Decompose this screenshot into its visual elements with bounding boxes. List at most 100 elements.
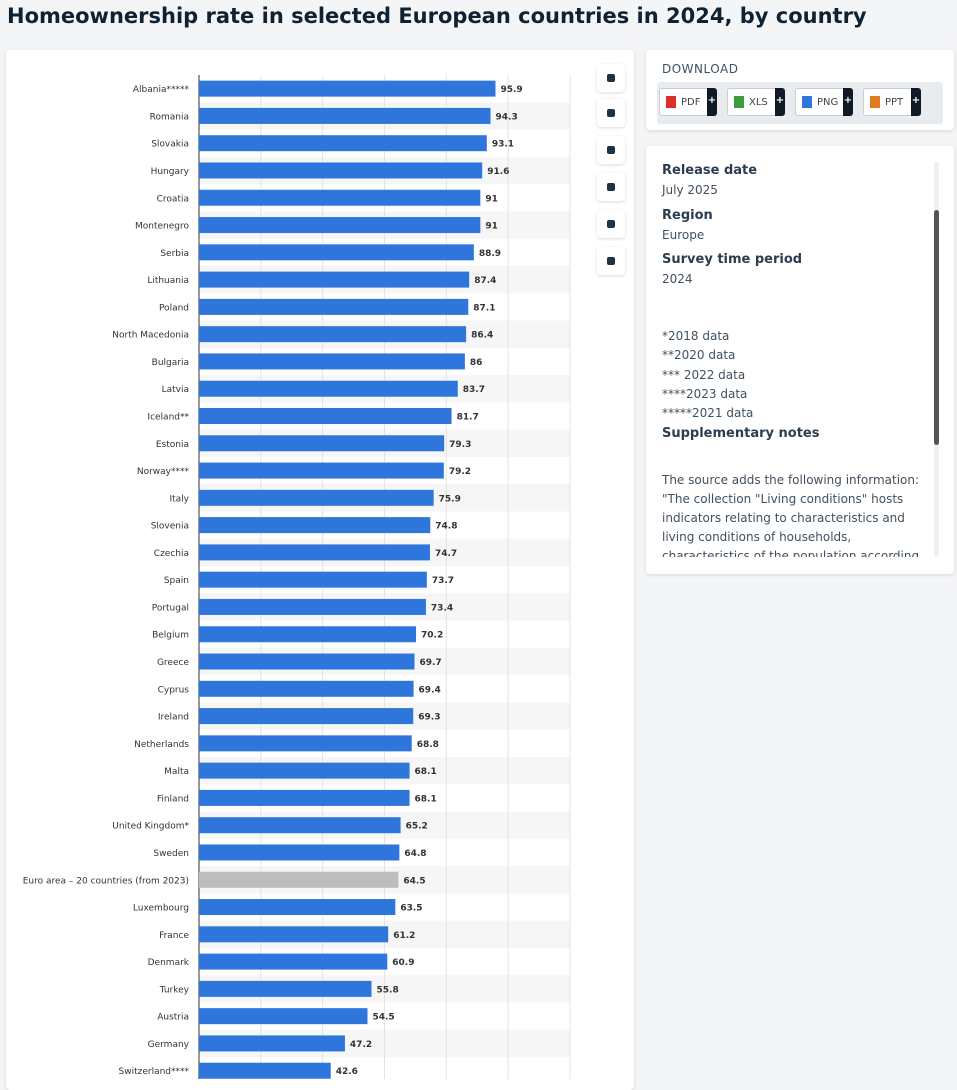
- category-label: France: [159, 931, 189, 941]
- icon: [607, 220, 615, 228]
- category-label: Slovakia: [151, 140, 189, 150]
- value-label: 91.6: [487, 167, 509, 177]
- bar: [199, 517, 431, 534]
- category-label: Spain: [164, 576, 189, 586]
- icon: [607, 146, 615, 154]
- category-label: Lithuania: [147, 276, 189, 286]
- value-label: 87.1: [473, 303, 495, 313]
- plus-icon: +: [843, 88, 853, 116]
- category-label: Euro area – 20 countries (from 2023): [23, 876, 189, 886]
- download-button[interactable]: PDF +: [659, 88, 717, 116]
- value-label: 73.7: [432, 576, 454, 586]
- bar: [199, 708, 414, 725]
- button-label: PDF: [681, 97, 701, 108]
- category-label: Slovenia: [151, 522, 189, 532]
- download-button[interactable]: XLS +: [727, 88, 785, 116]
- bar: [199, 298, 469, 315]
- value-label: 61.2: [393, 931, 415, 941]
- bar: [199, 544, 430, 561]
- category-label: Ireland: [158, 713, 189, 723]
- category-label: Albania*****: [133, 85, 190, 95]
- icon: [607, 183, 615, 191]
- bar: [199, 162, 483, 179]
- scrollbar: [934, 162, 939, 557]
- note: ****2023 data: [662, 386, 748, 401]
- category-label: United Kingdom*: [112, 822, 189, 832]
- category-label: Iceland**: [147, 413, 189, 423]
- bar: [199, 980, 372, 997]
- category-label: Czechia: [154, 549, 189, 559]
- value-label: 70.2: [421, 631, 443, 641]
- bar: [199, 462, 444, 479]
- bar: [199, 789, 410, 806]
- file-icon: [802, 96, 812, 108]
- value-label: 75.9: [439, 494, 461, 504]
- category-label: Finland: [157, 794, 189, 804]
- button-label: PNG: [817, 97, 839, 108]
- category-label: Norway****: [137, 467, 190, 477]
- scroll-thumb: [934, 210, 939, 445]
- bar: [199, 326, 467, 343]
- settings-button[interactable]: [597, 136, 625, 164]
- category-label: Hungary: [151, 167, 190, 177]
- detail-label: Release date: [662, 163, 758, 178]
- value-label: 68.8: [417, 740, 439, 750]
- value-label: 69.3: [418, 713, 440, 723]
- bar: [199, 244, 474, 261]
- category-label: Germany: [148, 1040, 190, 1050]
- button-label: PPT: [885, 97, 904, 108]
- icon: [607, 257, 615, 265]
- favorite-button[interactable]: [597, 64, 625, 92]
- bar: [199, 217, 481, 234]
- value-label: 55.8: [377, 985, 399, 995]
- value-label: 65.2: [406, 822, 428, 832]
- value-label: 95.9: [500, 85, 522, 95]
- value-label: 64.8: [404, 849, 426, 859]
- category-label: Turkey: [159, 985, 190, 995]
- plus-icon: +: [775, 88, 785, 116]
- value-label: 60.9: [392, 958, 414, 968]
- note: *** 2022 data: [662, 367, 746, 382]
- bar: [199, 1062, 331, 1079]
- share-button[interactable]: [597, 173, 625, 201]
- category-label: Latvia: [162, 385, 189, 395]
- value-label: 64.5: [403, 876, 425, 886]
- download-title: DOWNLOAD: [662, 62, 739, 76]
- category-label: Estonia: [156, 440, 189, 450]
- file-icon: [666, 96, 676, 108]
- bar: [199, 135, 487, 152]
- download-button[interactable]: PPT +: [863, 88, 921, 116]
- category-label: Italy: [169, 494, 189, 504]
- icon: [607, 74, 615, 82]
- value-label: 47.2: [350, 1040, 372, 1050]
- value-label: 68.1: [415, 767, 437, 777]
- category-label: Netherlands: [134, 740, 189, 750]
- print-button[interactable]: [597, 247, 625, 275]
- bar: [199, 762, 410, 779]
- category-label: Luxembourg: [133, 904, 189, 914]
- category-label: Portugal: [152, 603, 189, 613]
- details-card: Supplementary notes The source adds the …: [646, 146, 954, 574]
- category-label: Serbia: [160, 249, 189, 259]
- value-label: 94.3: [496, 112, 518, 122]
- bar: [199, 899, 396, 916]
- alert-button[interactable]: [597, 99, 625, 127]
- bar: [199, 680, 414, 697]
- value-label: 79.2: [449, 467, 471, 477]
- detail-value: July 2025: [662, 183, 718, 197]
- bar: [199, 1035, 345, 1052]
- download-button[interactable]: PNG +: [795, 88, 853, 116]
- category-label: Sweden: [153, 849, 189, 859]
- value-label: 42.6: [336, 1067, 358, 1077]
- category-label: Belgium: [152, 631, 189, 641]
- bar: [199, 953, 388, 970]
- chart: Albania***** 95.9 Romania 94.3 Slovakia 93.1 H…: [23, 75, 571, 1085]
- bar: [199, 380, 458, 397]
- bar: [199, 408, 452, 424]
- category-label: North Macedonia: [112, 331, 189, 341]
- cite-button[interactable]: [597, 210, 625, 238]
- category-label: Montenegro: [135, 222, 189, 232]
- file-icon: [870, 96, 880, 108]
- category-label: Malta: [164, 767, 189, 777]
- bar: [199, 817, 401, 834]
